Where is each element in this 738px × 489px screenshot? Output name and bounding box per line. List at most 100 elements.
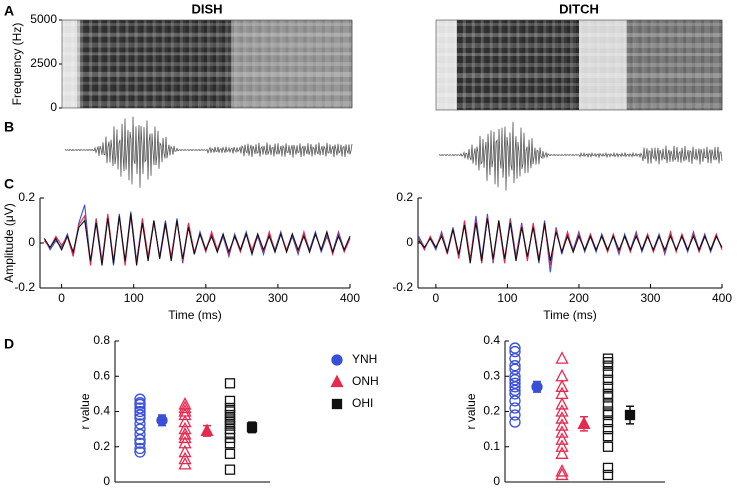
spectrogram-column xyxy=(300,20,305,108)
subject-marker xyxy=(134,409,146,421)
spectrogram-band xyxy=(436,53,722,56)
spectrogram-column xyxy=(462,20,467,110)
spectrogram-column xyxy=(602,20,607,110)
spectrogram-band xyxy=(62,23,352,26)
subject-marker xyxy=(224,427,236,438)
panel-label: B xyxy=(4,119,14,135)
spectrogram-column xyxy=(330,20,335,108)
spectrogram-column xyxy=(579,20,583,110)
spectrogram-column xyxy=(450,20,455,110)
spectrogram-column xyxy=(110,20,114,108)
spectrogram-column xyxy=(492,20,496,110)
spectrogram-column xyxy=(573,20,577,110)
panel-label: D xyxy=(4,336,14,352)
spectrogram-band xyxy=(62,101,352,107)
y-tick-label: 0 xyxy=(103,474,110,488)
spectrogram-column xyxy=(213,20,217,108)
spectrogram-column xyxy=(665,20,669,110)
mean-marker xyxy=(624,409,636,421)
spectrogram-column xyxy=(680,20,684,110)
spectrogram-column xyxy=(107,20,111,108)
spectrogram-column xyxy=(525,20,529,110)
spectrogram-column xyxy=(623,20,628,110)
spectrogram-column xyxy=(686,20,690,110)
spectrogram-column xyxy=(234,20,238,108)
spectrogram-column xyxy=(528,20,532,110)
spectrogram-column xyxy=(143,20,147,108)
spectrogram-column xyxy=(513,20,517,110)
mean-marker xyxy=(156,414,168,426)
y-tick-label: 0.3 xyxy=(483,368,500,382)
spectrogram-column xyxy=(270,20,274,108)
spectrogram-frame xyxy=(61,19,353,109)
waveform xyxy=(438,121,723,191)
spectrogram-column xyxy=(558,20,562,110)
spectrogram-column xyxy=(240,20,244,108)
subject-marker xyxy=(224,438,236,449)
spectrogram-band xyxy=(436,83,722,86)
spectrogram-column xyxy=(507,20,511,110)
spectrogram-column xyxy=(231,20,235,108)
x-tick-label: 100 xyxy=(497,291,517,305)
spectrogram-column xyxy=(590,20,595,110)
spectrogram-column xyxy=(489,20,494,110)
x-tick-label: 0 xyxy=(58,291,65,305)
spectrogram-column xyxy=(312,20,317,108)
spectrogram-column xyxy=(570,20,574,110)
spectrogram-column xyxy=(237,20,241,108)
spectrogram-column xyxy=(576,20,580,110)
subject-marker xyxy=(602,469,614,481)
legend-marker xyxy=(331,354,343,366)
spectrogram-column xyxy=(716,20,720,110)
spectrogram-column xyxy=(692,20,696,110)
subject-marker xyxy=(602,399,614,410)
spectrogram-column xyxy=(83,20,87,108)
subject-marker xyxy=(602,423,614,435)
spectrogram-column xyxy=(629,20,634,110)
subject-marker xyxy=(509,409,521,421)
legend-marker xyxy=(331,398,343,410)
spectrogram-band xyxy=(62,81,352,85)
spectrogram-column xyxy=(701,20,705,110)
subject-marker xyxy=(602,356,614,368)
spectrogram-column xyxy=(339,20,344,108)
y-tick-label: 0.8 xyxy=(93,333,110,347)
subject-marker xyxy=(555,432,569,445)
spectrogram-column xyxy=(92,20,96,108)
spectrogram-column xyxy=(119,20,123,108)
spectrogram-column xyxy=(695,20,699,110)
spectrogram-column xyxy=(282,20,286,108)
spectrogram-column xyxy=(510,20,514,110)
spectrogram-column xyxy=(483,20,488,110)
spectrogram-column xyxy=(306,20,311,108)
spectrogram-column xyxy=(698,20,702,110)
spectrogram-column xyxy=(324,20,329,108)
subject-marker xyxy=(602,441,614,452)
y-axis-label: r value xyxy=(464,393,478,429)
spectrogram-column xyxy=(336,20,341,108)
spectrogram-band xyxy=(436,73,722,78)
spectrogram-band xyxy=(436,43,722,48)
subject-marker xyxy=(555,411,569,424)
panel-title: DISH xyxy=(191,1,222,16)
spectrogram-column xyxy=(504,20,508,110)
spectrogram-column xyxy=(561,20,565,110)
subject-marker xyxy=(178,400,192,414)
subject-marker xyxy=(178,451,192,465)
spectrogram-column xyxy=(519,20,523,110)
spectrogram-column xyxy=(137,20,141,108)
spectrogram-column xyxy=(65,20,69,108)
spectrogram-column xyxy=(252,20,256,108)
spectrogram-column xyxy=(587,20,592,110)
spectrogram-column xyxy=(191,20,196,108)
spectrogram-column xyxy=(315,20,320,108)
x-tick-label: 200 xyxy=(569,291,589,305)
spectrogram-column xyxy=(161,20,166,108)
legend-label: OHI xyxy=(352,396,373,410)
spectrogram-column xyxy=(95,20,99,108)
spectrogram-column xyxy=(477,20,482,110)
spectrogram-column xyxy=(647,20,651,110)
subject-marker xyxy=(602,367,614,378)
spectrogram-column xyxy=(543,20,547,110)
